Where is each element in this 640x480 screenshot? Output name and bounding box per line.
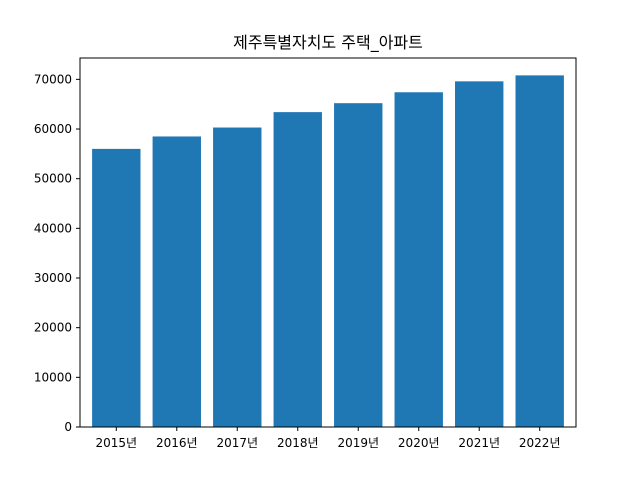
x-tick-label-4: 2019년 (337, 436, 379, 450)
x-tick-label-0: 2015년 (95, 436, 137, 450)
x-tick-label-6: 2021년 (458, 436, 500, 450)
bar-5 (394, 92, 443, 428)
y-tick-label-6: 60000 (34, 122, 72, 136)
x-axis: 2015년 2016년 2017년 2018년 2019년 2020년 2021년 2022년 (95, 427, 561, 450)
bar-1 (152, 136, 201, 427)
bar-2 (213, 127, 262, 428)
chart-title: 제주특별자치도 주택_아파트 (233, 33, 423, 53)
x-tick-label-1: 2016년 (156, 436, 198, 450)
x-tick-label-5: 2020년 (398, 436, 440, 450)
y-tick-label-5: 50000 (34, 172, 72, 186)
bar-3 (273, 112, 322, 428)
bar-6 (455, 81, 504, 427)
y-tick-label-4: 40000 (34, 221, 72, 235)
y-tick-label-3: 30000 (34, 271, 72, 285)
y-axis: 0 10000 20000 30000 40000 50000 60000 70000 (34, 72, 80, 434)
x-tick-label-7: 2022년 (519, 436, 561, 450)
y-tick-label-0: 0 (64, 420, 72, 434)
bars-group (92, 75, 564, 428)
y-tick-label-1: 10000 (34, 370, 72, 384)
bar-7 (515, 75, 564, 427)
bar-4 (334, 103, 383, 427)
x-tick-label-2: 2017년 (216, 436, 258, 450)
y-tick-label-7: 70000 (34, 72, 72, 86)
x-tick-label-3: 2018년 (277, 436, 319, 450)
plot-frame (79, 57, 577, 428)
y-tick-label-2: 20000 (34, 321, 72, 335)
bar-0 (92, 148, 141, 427)
